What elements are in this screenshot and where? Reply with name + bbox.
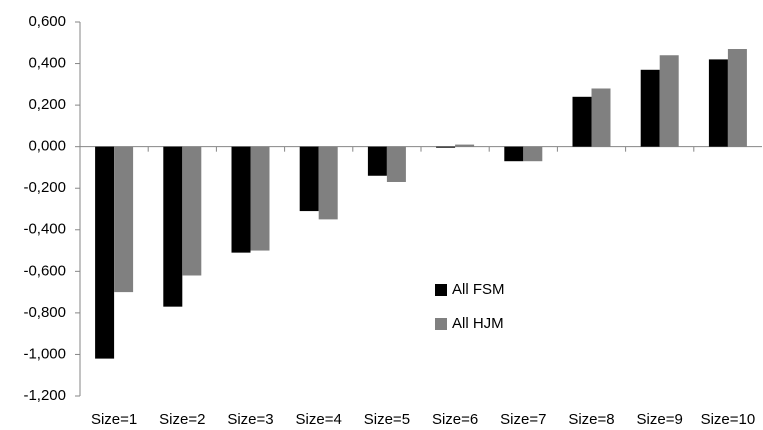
- legend-label: All HJM: [452, 315, 504, 332]
- y-tick-label: -0,800: [23, 304, 66, 321]
- y-tick-label: -1,000: [23, 345, 66, 362]
- bar: [250, 146, 270, 251]
- x-tick-label: Size=2: [159, 411, 205, 428]
- x-tick-label: Size=6: [432, 411, 478, 428]
- bar: [523, 146, 543, 162]
- y-tick-label: -0,600: [23, 262, 66, 279]
- x-tick-label: Size=8: [568, 411, 614, 428]
- bar: [708, 59, 728, 147]
- x-tick-label: Size=7: [500, 411, 546, 428]
- y-tick-label: -0,400: [23, 221, 66, 238]
- bar: [367, 146, 387, 176]
- bar: [572, 96, 592, 147]
- x-tick-label: Size=10: [701, 411, 756, 428]
- y-tick-label: 0,600: [28, 13, 66, 30]
- x-tick-label: Size=3: [227, 411, 273, 428]
- x-tick-label: Size=4: [296, 411, 342, 428]
- bar: [659, 55, 679, 147]
- legend-label: All FSM: [452, 281, 505, 298]
- y-tick-label: -1,200: [23, 387, 66, 404]
- x-tick-label: Size=1: [91, 411, 137, 428]
- bar: [231, 146, 251, 253]
- bar: [163, 146, 183, 307]
- y-tick-label: 0,200: [28, 96, 66, 113]
- y-tick-label: -0,200: [23, 179, 66, 196]
- y-tick-label: 0,000: [28, 138, 66, 155]
- bar: [436, 146, 456, 148]
- bar: [504, 146, 524, 162]
- y-tick-label: 0,400: [28, 55, 66, 72]
- bar: [299, 146, 319, 212]
- bar: [318, 146, 338, 220]
- x-tick-label: Size=5: [364, 411, 410, 428]
- bar: [386, 146, 406, 182]
- bar: [727, 49, 747, 147]
- bar: [95, 146, 115, 359]
- bar: [591, 88, 611, 147]
- legend-swatch: [435, 318, 447, 330]
- legend-swatch: [435, 284, 447, 296]
- bar: [114, 146, 134, 293]
- x-tick-label: Size=9: [637, 411, 683, 428]
- bar: [182, 146, 202, 276]
- bar: [455, 144, 475, 147]
- bar: [640, 69, 660, 147]
